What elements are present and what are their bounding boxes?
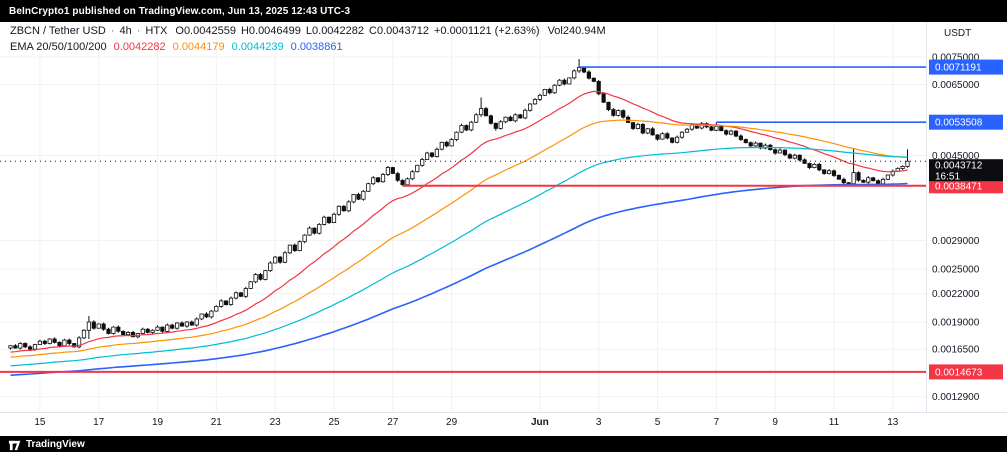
indicator-row: EMA 20/50/100/200 0.0042282 0.0044179 0.…	[10, 41, 606, 57]
time-tick-label: 17	[93, 417, 105, 428]
time-tick-label: 13	[887, 417, 899, 428]
time-tick-label: 9	[772, 417, 778, 428]
low-label: L	[305, 25, 313, 37]
close-value: 0.0043712	[376, 25, 429, 37]
ema-100-line	[10, 146, 908, 367]
time-tick-label: 19	[152, 417, 164, 428]
ema50-value: 0.0044179	[172, 41, 225, 53]
time-tick-label: 15	[34, 417, 46, 428]
level-badge	[929, 114, 1003, 130]
ema20-value: 0.0042282	[113, 41, 166, 53]
low-group: L0.0042282	[306, 25, 364, 37]
open-value: 0.0042559	[183, 25, 236, 37]
volume-group: Vol240.94M	[548, 25, 606, 37]
time-tick-label: 27	[387, 417, 399, 428]
indicator-label[interactable]: EMA 20/50/100/200	[10, 41, 107, 53]
time-tick-label: Jun	[531, 417, 549, 428]
time-tick-label: 23	[270, 417, 282, 428]
price-tick-label: 0.0012900	[932, 392, 980, 403]
tradingview-brand[interactable]: TradingView	[26, 438, 85, 450]
price-tick-label: 0.0045000	[932, 151, 980, 162]
candles-layer	[8, 59, 910, 351]
high-group: H0.0046499	[241, 25, 301, 37]
attribution-text: BeInCrypto1 published on TradingView.com…	[9, 5, 351, 17]
price-tick-label: 0.0019000	[932, 318, 980, 329]
low-value: 0.0042282	[312, 25, 365, 37]
ema100-value: 0.0044239	[231, 41, 284, 53]
level-badge	[929, 59, 1003, 75]
high-label: H	[240, 25, 249, 37]
axis-unit-label: USDT	[944, 28, 971, 39]
high-value: 0.0046499	[248, 25, 301, 37]
grid-layer	[0, 22, 926, 412]
level-badge-label: 0.0038471	[935, 181, 983, 192]
ema200-value: 0.0038861	[290, 41, 343, 53]
time-tick-label: 3	[596, 417, 602, 428]
change-value: +0.0001121 (+2.63%)	[433, 25, 540, 37]
ema-200-line	[10, 182, 908, 376]
open-label: O	[175, 25, 184, 37]
footer-bar: TradingView	[0, 436, 1007, 452]
price-tick-label: 0.0025000	[932, 265, 980, 276]
time-tick-label: 21	[211, 417, 223, 428]
level-badge-label: 0.0014673	[935, 367, 983, 378]
last-price-badge-value: 0.0043712	[935, 161, 983, 172]
ema-20-line	[10, 90, 908, 353]
symbol-title[interactable]: ZBCN / Tether USD	[10, 25, 106, 37]
price-tick-label: 0.0075000	[932, 53, 980, 64]
price-axis[interactable]: USDT 0.0075000 0.0065000 0.0045000 0.0029000…	[929, 28, 1003, 403]
symbol-row: ZBCN / Tether USD · 4h · HTX O0.0042559 …	[10, 25, 606, 41]
open-group: O0.0042559	[175, 25, 236, 37]
level-badge	[929, 178, 1003, 194]
last-price-badge	[929, 159, 1003, 182]
time-tick-label: 7	[714, 417, 720, 428]
time-tick-label: 25	[328, 417, 340, 428]
price-tick-label: 0.0029000	[932, 236, 980, 247]
price-chart-canvas[interactable]: USDT 0.0075000 0.0065000 0.0045000 0.0029000…	[0, 22, 1007, 436]
level-badge-label: 0.0053508	[935, 118, 983, 129]
tradingview-logo-icon[interactable]	[8, 438, 21, 451]
chart-panel[interactable]: USDT 0.0075000 0.0065000 0.0045000 0.0029000…	[0, 22, 1007, 436]
level-badge-label: 0.0071191	[935, 63, 982, 74]
separator-dot: ·	[110, 25, 115, 37]
level-badge	[929, 364, 1003, 380]
bar-countdown: 16:51	[935, 172, 960, 183]
price-tick-label: 0.0022000	[932, 289, 980, 300]
ema-50-line	[10, 119, 908, 358]
chart-legend: ZBCN / Tether USD · 4h · HTX O0.0042559 …	[10, 25, 606, 57]
separator-dot: ·	[136, 25, 141, 37]
time-tick-label: 5	[655, 417, 661, 428]
time-tick-label: 11	[829, 417, 840, 428]
volume-label: Vol	[547, 25, 563, 37]
price-tick-label: 0.0016500	[932, 345, 980, 356]
interval-label[interactable]: 4h	[119, 25, 132, 37]
exchange-label: HTX	[145, 25, 168, 37]
close-label: C	[369, 25, 377, 37]
price-tick-label: 0.0065000	[932, 80, 980, 91]
ema-lines-layer	[10, 90, 908, 376]
time-tick-label: 29	[446, 417, 458, 428]
time-axis[interactable]: 15 17 19 21 23 25 27 29 Jun 3 5 7 9 11 13	[34, 417, 898, 428]
attribution-bar: BeInCrypto1 published on TradingView.com…	[0, 0, 1007, 22]
close-group: C0.0043712	[369, 25, 429, 37]
volume-value: 240.94M	[562, 25, 606, 37]
level-lines-layer[interactable]	[0, 66, 926, 373]
